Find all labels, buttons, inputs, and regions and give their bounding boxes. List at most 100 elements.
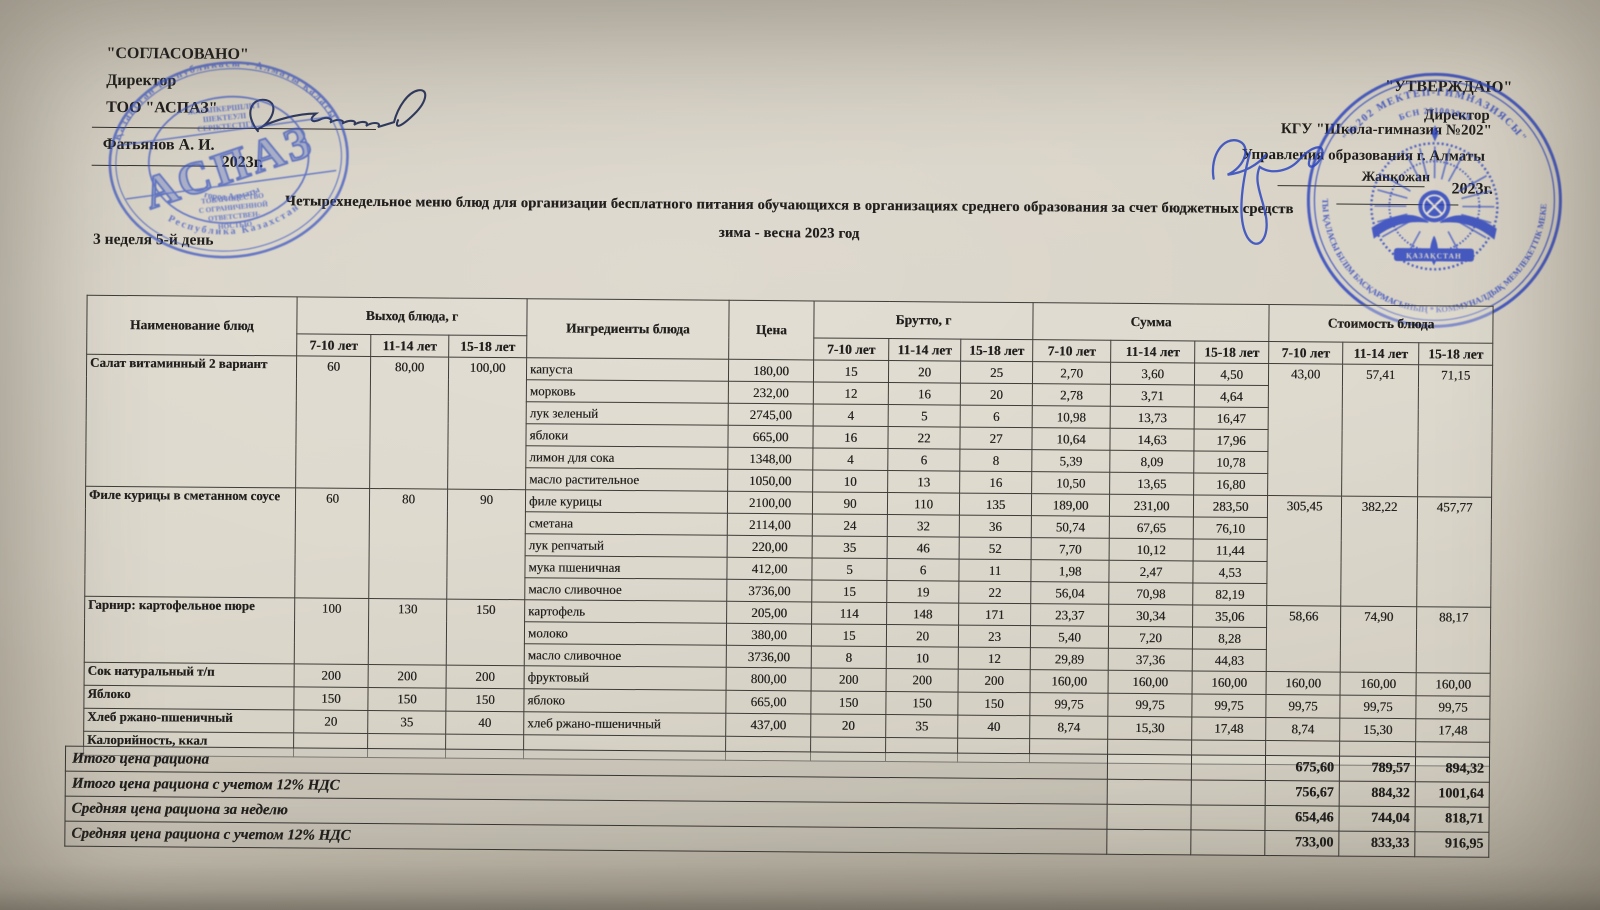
sum-cell: 4,64 xyxy=(1194,384,1269,408)
sum-cell: 3,71 xyxy=(1110,384,1195,407)
price-cell: 180,00 xyxy=(728,359,814,382)
ingredient-cell: сметана xyxy=(525,511,728,536)
empty-cell xyxy=(1107,779,1192,805)
right-signature xyxy=(1211,139,1324,245)
cost-cell: 99,75 xyxy=(1265,694,1341,719)
cost-cell: 8,74 xyxy=(1265,717,1340,742)
ingredient-cell: морковь xyxy=(526,379,729,404)
brutto-cell: 16 xyxy=(888,382,961,406)
sum-cell: 10,12 xyxy=(1109,538,1194,561)
brutto-cell: 6 xyxy=(886,558,960,582)
sum-cell: 99,75 xyxy=(1029,692,1109,717)
emblem-banner: ҚАЗАҚСТАН xyxy=(1406,251,1462,260)
dish-name-cell: Хлеб ржано-пшеничный xyxy=(83,708,294,733)
brutto-cell: 150 xyxy=(957,692,1031,716)
empty-cell xyxy=(1107,754,1192,780)
svg-text:БСН 201003028: БСН 201003028 xyxy=(1397,105,1473,123)
total-value: 756,67 xyxy=(1265,780,1340,807)
brutto-cell: 135 xyxy=(959,493,1032,516)
sum-cell: 56,04 xyxy=(1030,581,1109,605)
brutto-cell: 16 xyxy=(812,425,889,449)
cost-cell: 305,45 xyxy=(1266,495,1342,607)
brutto-cell: 20 xyxy=(960,383,1033,406)
cost-cell: 160,00 xyxy=(1416,672,1491,697)
sum-cell: 14,63 xyxy=(1109,428,1195,451)
sum-cell: 231,00 xyxy=(1109,494,1194,517)
age-header: 15-18 лет xyxy=(1418,342,1493,366)
brutto-cell: 4 xyxy=(813,403,889,427)
ingredient-cell: лимон для сока xyxy=(525,445,728,470)
age-header: 7-10 лет xyxy=(813,337,889,361)
age-header: 11-14 лет xyxy=(888,338,961,362)
sum-cell: 160,00 xyxy=(1030,669,1109,694)
total-value: 884,32 xyxy=(1339,781,1416,807)
price-cell: 1348,00 xyxy=(727,447,813,470)
brutto-cell: 52 xyxy=(959,537,1032,560)
brutto-cell: 4 xyxy=(812,447,888,471)
age-header: 7-10 лет xyxy=(1032,339,1111,363)
cost-cell: 160,00 xyxy=(1340,672,1417,696)
cost-cell: 43,00 xyxy=(1267,363,1343,497)
empty-cell xyxy=(1191,779,1266,806)
sum-cell: 2,70 xyxy=(1032,361,1111,385)
portion-cell: 40 xyxy=(445,711,524,735)
price-cell: 437,00 xyxy=(725,713,811,737)
price-cell: 665,00 xyxy=(727,425,814,448)
price-cell: 2114,00 xyxy=(727,513,813,536)
sum-cell: 8,28 xyxy=(1192,626,1267,650)
sum-cell: 50,74 xyxy=(1031,515,1110,539)
cost-cell: 57,41 xyxy=(1341,364,1419,497)
sum-cell: 13,65 xyxy=(1109,472,1194,495)
brutto-cell: 10 xyxy=(886,646,959,670)
brutto-cell: 20 xyxy=(810,713,886,738)
age-header: 15-18 лет xyxy=(448,335,527,358)
brutto-cell: 32 xyxy=(887,514,960,538)
empty-cell xyxy=(1106,829,1191,855)
total-value: 744,04 xyxy=(1338,806,1416,832)
brutto-cell: 8 xyxy=(959,449,1033,472)
brutto-cell: 150 xyxy=(810,690,887,715)
sum-cell: 35,06 xyxy=(1192,604,1267,628)
total-value: 675,60 xyxy=(1265,755,1340,782)
brutto-cell: 5 xyxy=(811,557,888,581)
sum-cell: 189,00 xyxy=(1031,493,1110,517)
brutto-cell: 11 xyxy=(958,559,1032,582)
totals-table-area: Итого цена рациона 675,60 789,57 894,32 … xyxy=(64,745,1491,858)
ingredient-cell: филе курицы xyxy=(525,489,728,514)
brutto-cell: 90 xyxy=(812,491,888,515)
brutto-cell: 12 xyxy=(958,647,1031,670)
sum-cell: 30,34 xyxy=(1108,604,1193,627)
cost-cell: 71,15 xyxy=(1417,364,1493,498)
sum-cell: 5,39 xyxy=(1031,449,1110,473)
portion-cell: 150 xyxy=(446,599,525,666)
sum-cell: 13,73 xyxy=(1110,406,1195,429)
total-value: 916,95 xyxy=(1414,831,1489,858)
age-header: 11-14 лет xyxy=(370,334,449,358)
sum-cell: 99,75 xyxy=(1191,693,1267,718)
ingredient-cell: хлеб ржано-пшеничный xyxy=(523,711,726,737)
sum-cell: 7,70 xyxy=(1031,537,1110,561)
brutto-cell: 24 xyxy=(812,513,888,537)
brutto-cell: 20 xyxy=(886,624,959,648)
col-header-ingredients: Ингредиенты блюда xyxy=(526,298,730,360)
cost-cell: 88,17 xyxy=(1416,606,1491,674)
ingredient-cell: масло сливочное xyxy=(524,643,727,668)
ingredient-cell: масло сливочное xyxy=(524,577,727,602)
age-header: 7-10 лет xyxy=(1268,341,1343,365)
dish-name-cell: Сок натуральный т/п xyxy=(84,662,295,687)
sum-cell: 29,89 xyxy=(1030,647,1109,671)
empty-cell xyxy=(1191,754,1266,781)
total-value: 654,46 xyxy=(1264,805,1340,832)
price-cell: 380,00 xyxy=(726,623,812,646)
sum-cell: 99,75 xyxy=(1107,693,1193,717)
brutto-cell: 22 xyxy=(958,581,1031,604)
total-value: 1001,64 xyxy=(1415,781,1490,808)
dish-name-cell: Филе курицы в сметанном соусе xyxy=(84,486,296,598)
age-header: 7-10 лет xyxy=(296,333,371,357)
portion-cell: 80 xyxy=(368,488,448,600)
brutto-cell: 36 xyxy=(959,515,1032,538)
ingredient-cell: масло растительное xyxy=(525,467,728,492)
price-cell: 665,00 xyxy=(725,690,812,714)
sum-cell: 2,47 xyxy=(1108,560,1194,583)
